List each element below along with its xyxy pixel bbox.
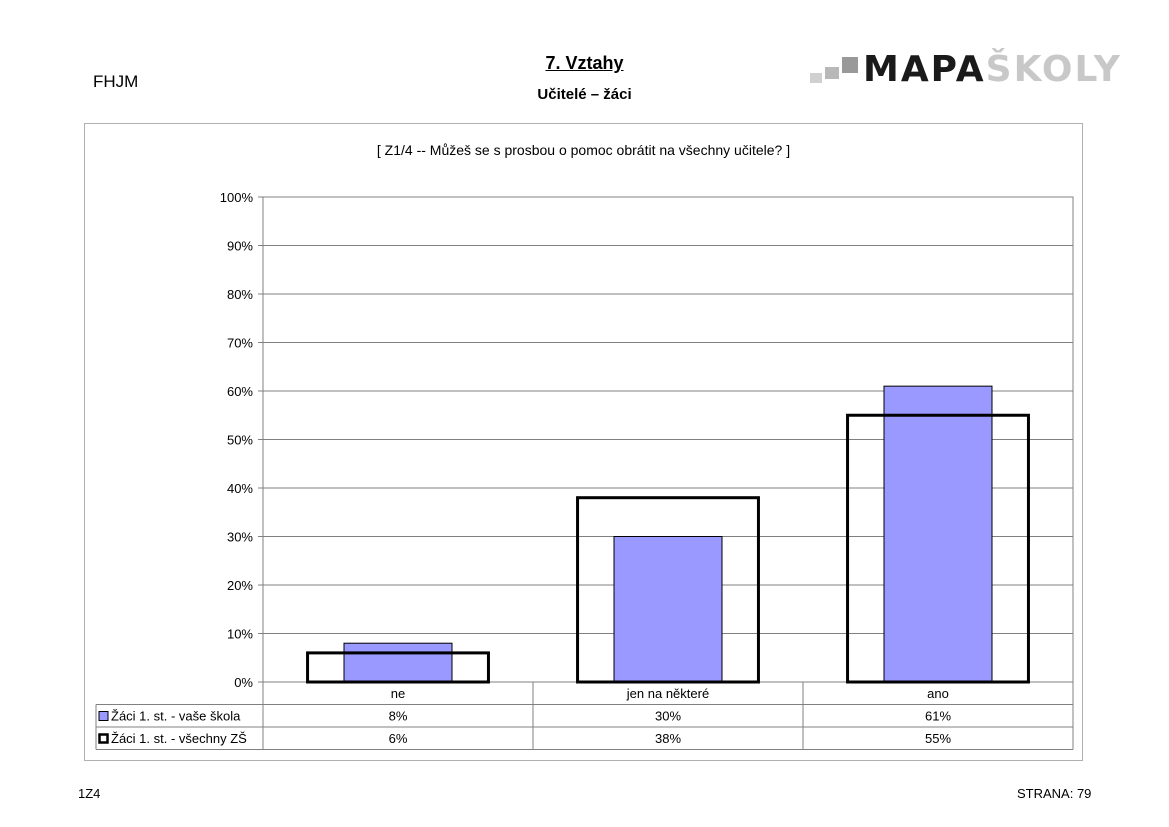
logo-text: MAPAŠKOLY [863,49,1122,90]
data-value-label: 38% [655,731,681,746]
y-tick-label: 10% [227,627,253,642]
legend-label: Žáci 1. st. - vaše škola [111,709,241,724]
page-number: STRANA: 79 [1017,786,1092,801]
bar-series2 [846,413,1030,684]
logo-text-part2: ŠKOLY [985,49,1122,90]
y-tick-label: 0% [234,675,253,690]
legend-key-series2 [98,733,109,744]
logo-square-icon [810,73,822,83]
bar-series2 [576,496,760,684]
y-tick-label: 100% [220,190,254,205]
data-value-label: 8% [389,709,408,724]
page-title-text: 7. Vztahy [545,53,624,73]
data-value-label: 30% [655,709,681,724]
logo-square-icon [842,57,858,73]
legend-key-series1 [98,711,109,721]
legend-label: Žáci 1. st. - všechny ZŠ [111,731,247,746]
x-category-label: jen na některé [626,686,709,701]
bar-series1 [883,385,993,683]
y-tick-label: 30% [227,530,253,545]
page-subtitle: Učitelé – žáci [537,86,632,103]
y-tick-label: 60% [227,384,253,399]
page-title: 7. Vztahy [0,53,1169,74]
data-value-label: 6% [389,731,408,746]
data-value-label: 61% [925,709,951,724]
school-code: FHJM [93,72,139,91]
y-tick-label: 50% [227,433,253,448]
y-tick-label: 70% [227,336,253,351]
chart-frame [84,123,1083,761]
y-tick-label: 40% [227,481,253,496]
bar-series2 [306,651,490,684]
x-category-label: ne [391,686,405,701]
logo-text-part1: MAPA [863,49,986,90]
footer-code: 1Z4 [78,786,101,801]
bar-series1 [613,536,723,683]
logo-square-icon [825,67,839,79]
y-tick-label: 80% [227,287,253,302]
chart-title: [ Z1/4 -- Můžeš se s prosbou o pomoc obr… [376,142,791,158]
bar-series1 [343,642,453,683]
y-tick-label: 90% [227,239,253,254]
x-category-label: ano [927,686,949,701]
data-value-label: 55% [925,731,951,746]
y-tick-label: 20% [227,578,253,593]
